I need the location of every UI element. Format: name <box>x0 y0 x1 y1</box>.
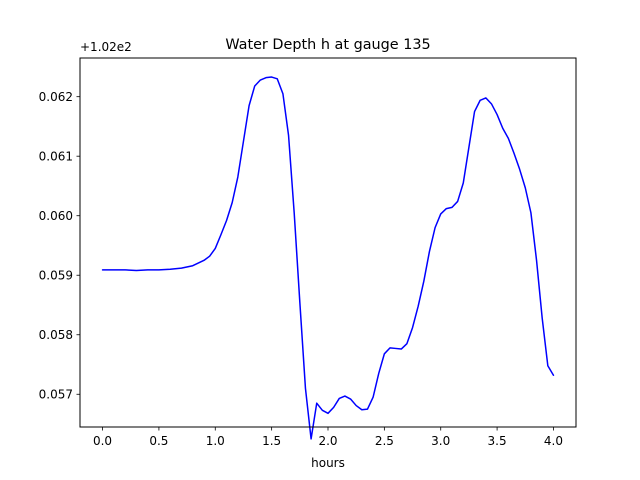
series-line-layer <box>101 76 555 440</box>
plot-frame <box>79 57 577 428</box>
series-line-0 <box>101 76 555 440</box>
chart-title: Water Depth h at gauge 135 <box>225 37 430 53</box>
y-tick-label: 0.061 <box>39 150 73 164</box>
y-tick-label: 0.059 <box>39 269 73 283</box>
y-axis: 0.057 0.058 0.059 0.060 0.061 0.062 <box>39 90 80 402</box>
x-axis: 0.0 0.5 1.0 1.5 2.0 2.5 3.0 3.5 4.0 <box>93 427 563 448</box>
y-axis-offset-label: +1.02e2 <box>80 40 132 54</box>
x-tick-label: 0.5 <box>149 434 168 448</box>
y-tick-label: 0.060 <box>39 209 73 223</box>
x-tick-label: 1.5 <box>262 434 281 448</box>
x-tick-label: 4.0 <box>544 434 563 448</box>
y-tick-label: 0.057 <box>39 388 73 402</box>
y-tick-label: 0.058 <box>39 328 73 342</box>
x-tick-label: 2.0 <box>318 434 337 448</box>
x-tick-label: 0.0 <box>93 434 112 448</box>
plot-area <box>80 58 576 427</box>
y-tick-label: 0.062 <box>39 90 73 104</box>
x-tick-label: 2.5 <box>375 434 394 448</box>
x-tick-label: 3.0 <box>431 434 450 448</box>
x-tick-label: 1.0 <box>206 434 225 448</box>
x-axis-label: hours <box>311 456 345 470</box>
x-tick-label: 3.5 <box>488 434 507 448</box>
